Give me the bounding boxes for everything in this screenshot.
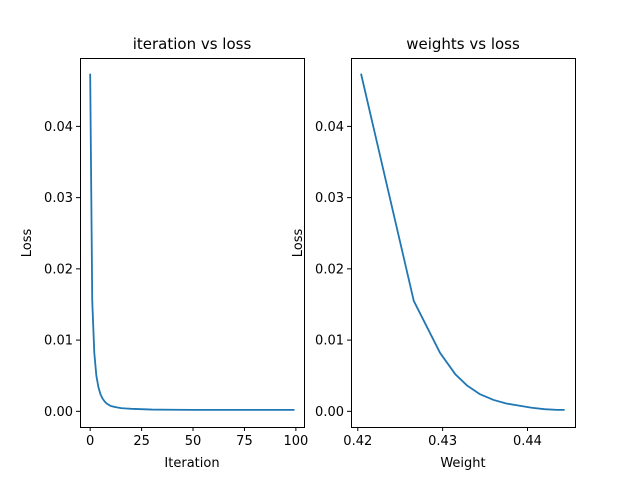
axes-frame [80, 58, 305, 428]
x-tick-label: 50 [185, 434, 202, 449]
series-line-0 [89, 73, 295, 411]
y-axis-label: Loss [20, 229, 35, 258]
chart-weights-vs-loss: weights vs loss 0.42 0.43 0.44 0.00 0.01 0.02… [291, 35, 576, 471]
y-tick-label: 0.03 [44, 191, 73, 206]
y-tick-label: 0.00 [315, 405, 344, 420]
y-tick-label: 0.04 [315, 120, 344, 135]
x-axis-label: Weight [440, 456, 485, 471]
x-tick-label: 0.44 [513, 434, 542, 449]
series-line-0 [360, 73, 565, 411]
axes-frame [351, 58, 576, 428]
x-axis-label: Iteration [164, 456, 219, 471]
x-tick-label: 75 [236, 434, 253, 449]
y-tick-label: 0.04 [44, 120, 73, 135]
y-tick-label: 0.01 [44, 334, 73, 349]
y-tick-label: 0.00 [44, 405, 73, 420]
y-axis-label: Loss [291, 229, 306, 258]
y-tick-label: 0.02 [44, 262, 73, 277]
x-tick-label: 0.43 [428, 434, 457, 449]
chart-title: iteration vs loss [133, 35, 252, 53]
plot-area [360, 73, 565, 411]
y-tick-label: 0.02 [315, 262, 344, 277]
x-tick-label: 25 [133, 434, 150, 449]
y-tick-label: 0.03 [315, 191, 344, 206]
ticks: 0.42 0.43 0.44 0.00 0.01 0.02 0.03 0.04 [315, 120, 542, 449]
y-tick-label: 0.01 [315, 334, 344, 349]
plot-area [89, 73, 295, 411]
x-tick-label: 0.42 [343, 434, 372, 449]
x-tick-label: 0 [86, 434, 94, 449]
ticks: 0 25 50 75 100 0.00 0.01 0.02 0.03 0.04 [44, 120, 308, 449]
chart-iteration-vs-loss: iteration vs loss 0 25 50 75 100 0.00 0.01 0.02… [20, 35, 308, 471]
x-tick-label: 100 [283, 434, 308, 449]
chart-title: weights vs loss [406, 35, 520, 53]
